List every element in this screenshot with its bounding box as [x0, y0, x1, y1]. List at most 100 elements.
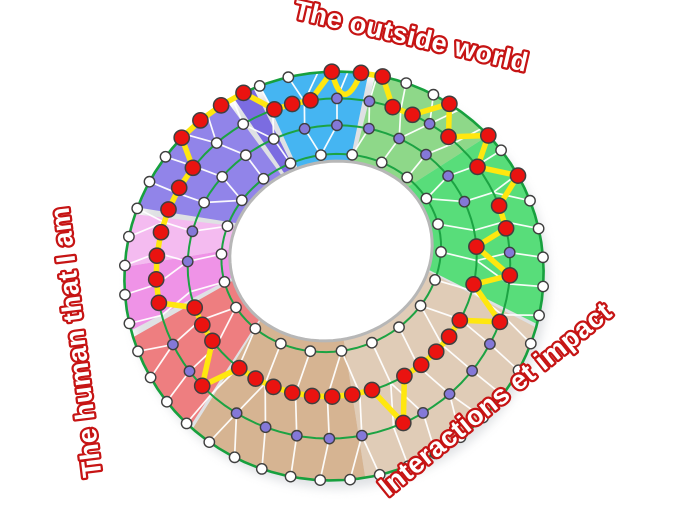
red-node: [148, 247, 166, 265]
red-node: [396, 367, 413, 385]
white-node: [132, 345, 144, 358]
purple-node: [323, 432, 336, 445]
red-node: [469, 158, 486, 176]
purple-node: [362, 122, 375, 135]
white-node: [228, 451, 241, 464]
red-node: [186, 299, 204, 316]
white-node: [420, 192, 433, 205]
white-node: [429, 273, 441, 286]
white-node: [532, 222, 545, 235]
red-node: [427, 343, 445, 361]
white-node: [427, 88, 440, 101]
red-node: [266, 101, 283, 118]
white-node: [159, 150, 172, 163]
sector-purple-dark: [233, 88, 295, 174]
white-node: [375, 156, 388, 169]
white-node: [477, 411, 489, 424]
purple-node: [483, 338, 496, 350]
white-node: [257, 172, 270, 185]
white-node: [274, 337, 287, 350]
red-node: [363, 381, 381, 399]
white-node: [267, 133, 280, 145]
white-node: [495, 144, 507, 157]
red-node: [352, 64, 370, 82]
red-node: [173, 129, 191, 147]
purple-node: [230, 407, 243, 420]
purple-node: [503, 246, 516, 259]
red-node: [204, 332, 221, 350]
red-node: [384, 98, 402, 116]
red-path-nodes: [147, 63, 527, 432]
red-node: [441, 95, 458, 113]
white-node: [215, 248, 228, 261]
white-node: [210, 137, 223, 149]
white-node: [304, 345, 317, 358]
white-node: [432, 218, 444, 231]
red-node: [303, 387, 321, 405]
white-node: [143, 175, 156, 188]
purple-node: [330, 119, 343, 132]
white-node: [533, 309, 545, 322]
white-node: [123, 317, 136, 330]
purple-node: [417, 406, 429, 419]
white-node: [335, 344, 348, 357]
red-node: [152, 223, 170, 241]
white-node: [524, 337, 537, 350]
white-node: [373, 468, 386, 481]
white-node: [216, 170, 229, 183]
white-node: [221, 220, 234, 233]
white-node: [537, 280, 549, 293]
red-node: [440, 128, 457, 146]
red-node: [501, 267, 519, 284]
white-node: [284, 157, 297, 170]
red-node: [323, 63, 341, 81]
purple-node: [330, 92, 343, 105]
white-node: [401, 171, 414, 184]
white-node: [393, 321, 405, 334]
white-node: [282, 71, 295, 84]
red-node: [323, 388, 341, 405]
red-node: [497, 219, 515, 237]
red-node: [374, 68, 391, 85]
white-node: [496, 389, 509, 402]
purple-node: [466, 364, 478, 377]
red-node: [394, 414, 412, 432]
white-node: [230, 301, 242, 314]
white-node: [198, 196, 211, 209]
red-node: [509, 167, 527, 184]
white-node: [512, 364, 525, 377]
white-node: [524, 194, 536, 207]
white-node: [239, 149, 252, 162]
red-node: [465, 276, 482, 293]
red-node: [212, 97, 230, 114]
white-node: [119, 288, 131, 301]
purple-node: [186, 225, 199, 238]
white-node: [314, 474, 327, 486]
purple-node: [183, 365, 196, 378]
white-node: [537, 251, 549, 264]
white-node: [414, 299, 427, 312]
label-human-that-i-am: The human that I am: [45, 205, 108, 479]
purple-node: [290, 429, 303, 442]
white-node: [119, 259, 131, 272]
white-node: [237, 118, 250, 131]
red-node: [479, 127, 497, 144]
red-node: [491, 313, 509, 331]
purple-node: [259, 421, 272, 434]
white-node: [454, 431, 467, 444]
red-node: [404, 106, 421, 124]
red-node: [343, 386, 361, 403]
white-node: [249, 322, 262, 335]
red-node: [147, 271, 165, 288]
red-node: [184, 159, 202, 177]
red-node: [490, 197, 508, 215]
white-node: [122, 230, 135, 243]
purple-node: [442, 170, 454, 182]
white-node: [344, 473, 356, 486]
white-node: [314, 149, 327, 162]
white-node: [180, 417, 193, 430]
donut-layers: [119, 63, 549, 489]
purple-node: [458, 195, 471, 208]
